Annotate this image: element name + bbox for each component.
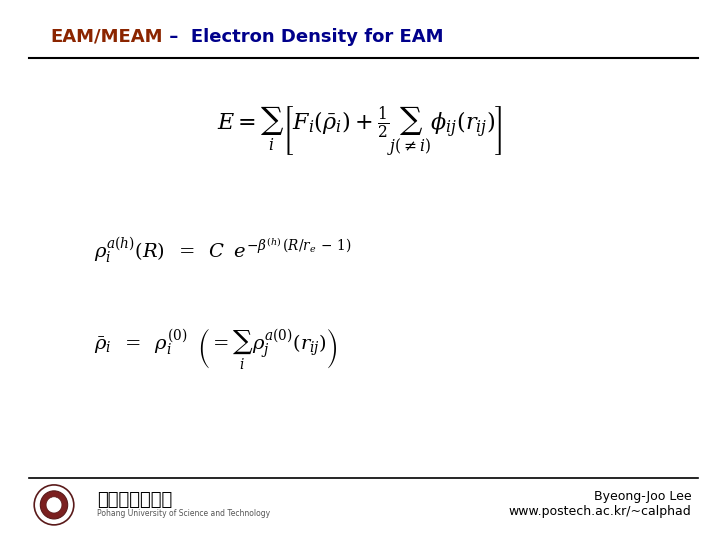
Text: $\bar{\rho}_i \;\; = \;\; \rho_i^{(0)} \;\; \left(= \sum_{i} \rho_j^{a(0)}(r_{ij: $\bar{\rho}_i \;\; = \;\; \rho_i^{(0)} \…: [94, 326, 337, 371]
Text: Byeong-Joo Lee: Byeong-Joo Lee: [593, 490, 691, 503]
Text: –  Electron Density for EAM: – Electron Density for EAM: [163, 28, 444, 46]
Text: 포항공과대학교: 포항공과대학교: [97, 490, 173, 509]
Text: Pohang University of Science and Technology: Pohang University of Science and Technol…: [97, 509, 270, 517]
Text: EAM/MEAM: EAM/MEAM: [50, 28, 163, 46]
Text: www.postech.ac.kr/~calphad: www.postech.ac.kr/~calphad: [508, 505, 691, 518]
Text: $\rho_i^{a(h)}(R) \;\; = \;\; C \;\; e^{-\beta^{(h)}\,(R/r_e\,-\,1)}$: $\rho_i^{a(h)}(R) \;\; = \;\; C \;\; e^{…: [94, 236, 351, 266]
Text: $E = \sum_{i} \left[ F_i(\bar{\rho}_i) + \frac{1}{2} \sum_{j(\neq i)} \phi_{ij}(: $E = \sum_{i} \left[ F_i(\bar{\rho}_i) +…: [217, 105, 503, 159]
Ellipse shape: [46, 497, 62, 513]
Ellipse shape: [40, 491, 68, 519]
